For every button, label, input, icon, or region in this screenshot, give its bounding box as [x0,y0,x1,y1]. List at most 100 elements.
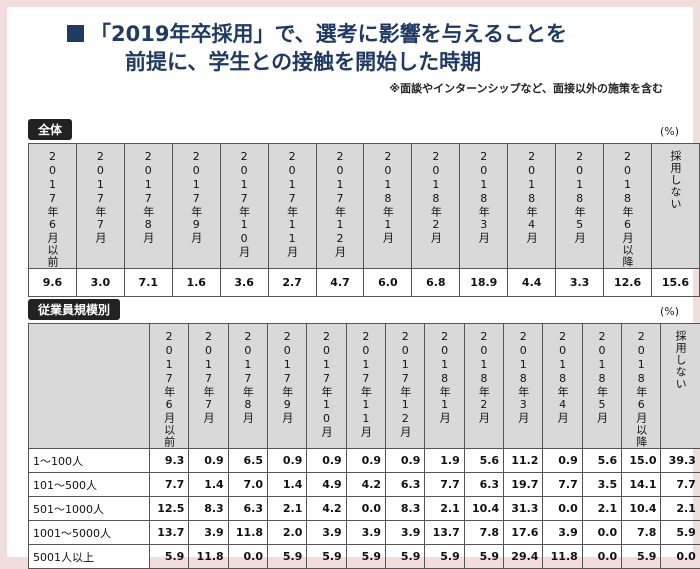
size-value-cell: 39.3 [661,449,700,473]
row-label: 1001〜5000人 [29,521,150,545]
size-value-cell: 0.9 [268,449,307,473]
size-value-cell: 2.1 [425,497,464,521]
size-value-cell: 5.9 [622,545,661,569]
column-header-label: 2017年9月 [190,150,203,244]
column-header: 2018年1月 [425,324,464,449]
column-header: 2018年2月 [412,144,460,269]
size-value-cell: 6.3 [386,473,425,497]
size-value-cell: 10.4 [464,497,503,521]
size-value-cell: 7.7 [425,473,464,497]
page-title: 「2019年卒採用」で、選考に影響を与えることを 前提に、学生との接触を開始した… [67,20,667,76]
size-value-cell: 3.5 [582,473,621,497]
column-header-label: 2018年6月以降 [621,150,634,268]
column-header: 2017年10月 [220,144,268,269]
column-header: 2017年10月 [307,324,346,449]
overall-value-cell: 3.0 [76,269,124,297]
size-value-cell: 7.7 [150,473,189,497]
overall-value-cell: 12.6 [604,269,652,297]
overall-value-cell: 18.9 [460,269,508,297]
row-label: 101〜500人 [29,473,150,497]
size-unit: (%) [660,305,679,318]
column-header-label: 2018年1月 [381,150,394,244]
size-value-cell: 7.7 [661,473,700,497]
column-header-label: 2017年6月以前 [46,150,59,268]
column-header: 2018年4月 [508,144,556,269]
column-header-label: 2017年9月 [281,330,294,424]
column-header: 2017年12月 [316,144,364,269]
size-value-cell: 2.1 [582,497,621,521]
overall-value-cell: 6.8 [412,269,460,297]
size-value-cell: 7.0 [228,473,267,497]
column-header: 採用しない [651,144,699,269]
size-value-cell: 3.9 [346,521,385,545]
column-header-label: 2018年5月 [595,330,608,424]
size-value-cell: 13.7 [425,521,464,545]
size-value-cell: 11.8 [189,545,228,569]
row-label: 501〜1000人 [29,497,150,521]
column-header: 2017年12月 [386,324,425,449]
size-value-cell: 1.4 [189,473,228,497]
column-header-label: 2017年7月 [94,150,107,244]
column-header: 2018年1月 [364,144,412,269]
column-header: 2018年5月 [582,324,621,449]
size-value-cell: 11.2 [504,449,543,473]
size-value-cell: 4.9 [307,473,346,497]
column-header: 2017年6月以前 [150,324,189,449]
overall-value-cell: 3.3 [556,269,604,297]
size-value-cell: 4.2 [346,473,385,497]
column-header: 2017年11月 [346,324,385,449]
page-frame: 「2019年卒採用」で、選考に影響を与えることを 前提に、学生との接触を開始した… [7,7,693,557]
size-value-cell: 5.9 [425,545,464,569]
size-value-cell: 3.9 [307,521,346,545]
size-value-cell: 13.7 [150,521,189,545]
overall-value-cell: 3.6 [220,269,268,297]
size-value-cell: 15.0 [622,449,661,473]
column-header-label: 2018年2月 [477,330,490,424]
size-value-cell: 2.1 [268,497,307,521]
size-value-cell: 0.9 [346,449,385,473]
size-value-cell: 3.9 [386,521,425,545]
size-label: 従業員規模別 [28,299,120,320]
size-value-cell: 3.9 [189,521,228,545]
size-value-cell: 0.0 [346,497,385,521]
overall-value-cell: 1.6 [172,269,220,297]
size-value-cell: 0.0 [582,545,621,569]
size-value-cell: 2.0 [268,521,307,545]
column-header: 2017年9月 [268,324,307,449]
size-value-cell: 6.3 [464,473,503,497]
size-value-cell: 1.4 [268,473,307,497]
overall-unit: (%) [660,125,679,138]
size-value-cell: 0.0 [543,497,582,521]
column-header: 2017年7月 [76,144,124,269]
size-value-cell: 2.1 [661,497,700,521]
size-value-cell: 1.9 [425,449,464,473]
size-value-cell: 0.9 [543,449,582,473]
size-value-cell: 7.8 [622,521,661,545]
column-header-label: 2018年1月 [438,330,451,424]
size-value-cell: 14.1 [622,473,661,497]
size-value-cell: 5.6 [582,449,621,473]
column-header-label: 2018年4月 [525,150,538,244]
row-label: 5001人以上 [29,545,150,569]
column-header-label: 2018年2月 [429,150,442,244]
size-value-cell: 5.9 [386,545,425,569]
size-value-cell: 5.9 [464,545,503,569]
size-value-cell: 0.9 [307,449,346,473]
overall-value-cell: 15.6 [651,269,699,297]
column-header-label: 2017年12月 [333,150,346,258]
column-header-label: 2017年7月 [202,330,215,424]
title-line-2: 前提に、学生との接触を開始した時期 [67,48,667,76]
column-header: 2018年3月 [504,324,543,449]
overall-value-cell: 6.0 [364,269,412,297]
column-header-label: 2018年5月 [573,150,586,244]
size-value-cell: 19.7 [504,473,543,497]
size-value-cell: 10.4 [622,497,661,521]
column-header-label: 採用しない [674,330,687,390]
column-header: 採用しない [661,324,700,449]
